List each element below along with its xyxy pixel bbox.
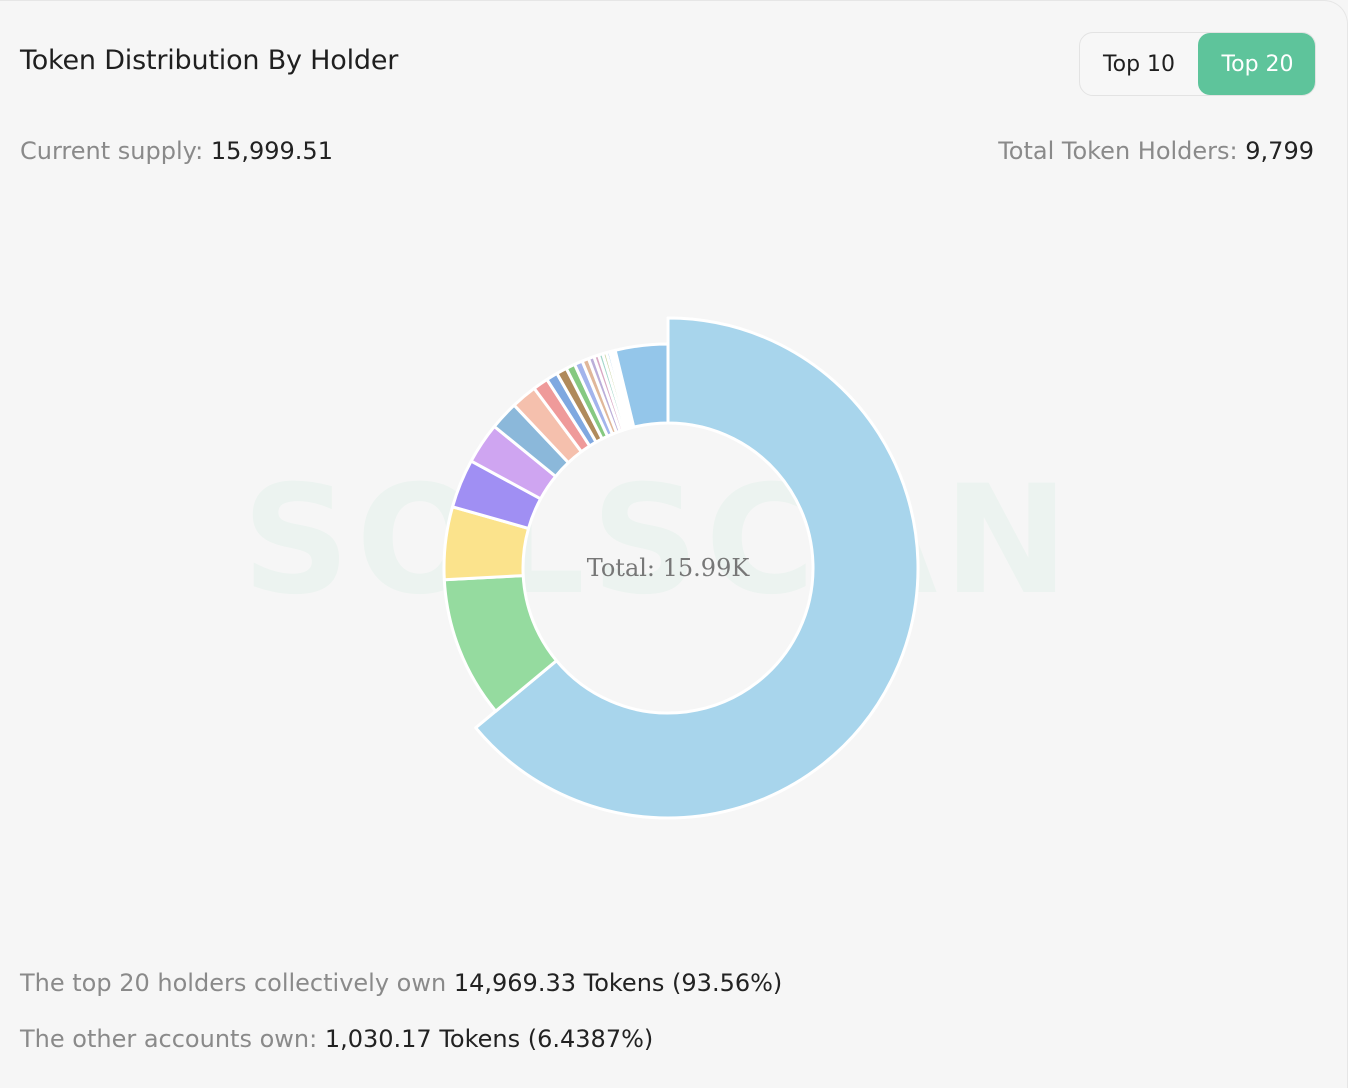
other-accounts-summary: The other accounts own: 1,030.17 Tokens …	[20, 1025, 653, 1053]
top-n-toggle: Top 10 Top 20	[1079, 32, 1316, 96]
total-token-holders: Total Token Holders: 9,799	[998, 137, 1314, 165]
total-holders-label: Total Token Holders:	[998, 137, 1238, 165]
total-holders-value: 9,799	[1245, 137, 1314, 165]
other-accounts-summary-label: The other accounts own:	[20, 1025, 318, 1053]
donut-center-label: Total: 15.99K	[587, 554, 751, 582]
top-holders-summary-label: The top 20 holders collectively own	[20, 969, 447, 997]
tab-top-10[interactable]: Top 10	[1102, 51, 1176, 77]
donut-slice-1[interactable]	[474, 316, 920, 820]
current-supply-label: Current supply:	[20, 137, 204, 165]
other-accounts-summary-value: 1,030.17 Tokens (6.4387%)	[324, 1025, 654, 1053]
card-title: Token Distribution By Holder	[20, 45, 399, 76]
distribution-donut-chart: Total: 15.99K	[0, 201, 1348, 941]
current-supply-value: 15,999.51	[210, 137, 333, 165]
watermark-logo: SOLSCAN	[242, 461, 1075, 621]
tab-top-20[interactable]: Top 20	[1198, 33, 1315, 95]
current-supply: Current supply: 15,999.51	[20, 137, 333, 165]
top-holders-summary-value: 14,969.33 Tokens (93.56%)	[453, 969, 783, 997]
donut-svg: Total: 15.99K	[442, 316, 920, 820]
donut-slice-21[interactable]	[613, 342, 670, 429]
top-holders-summary: The top 20 holders collectively own 14,9…	[20, 969, 782, 997]
